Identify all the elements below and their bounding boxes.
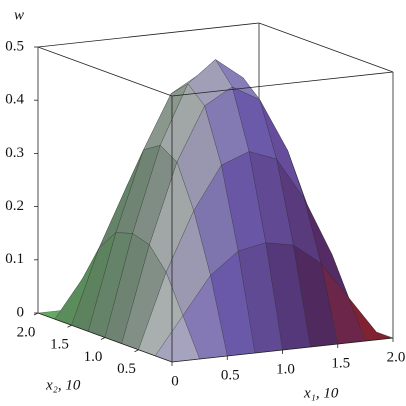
z-tick-label: 0.4 xyxy=(5,92,24,108)
box-edge xyxy=(37,46,173,97)
x-tick-label: 0 xyxy=(171,373,179,389)
y-tick-label: 2.0 xyxy=(17,324,36,340)
box-edge xyxy=(37,22,260,48)
z-tick-label: 0.5 xyxy=(5,38,24,54)
y-tick xyxy=(100,337,106,340)
z-tick-label: 0.1 xyxy=(5,251,24,267)
x-tick-label: 2.0 xyxy=(387,349,406,365)
y-tick-label: 0.5 xyxy=(117,361,136,377)
y-tick-label: 1.0 xyxy=(84,349,103,365)
x-axis-title: x₁, 10 xyxy=(303,385,339,401)
box-edge xyxy=(171,71,394,97)
x-tick-label: 0.5 xyxy=(221,367,240,383)
z-tick-label: 0.3 xyxy=(5,145,24,161)
y-axis-title: x₂, 10 xyxy=(45,377,81,393)
z-axis-title: w xyxy=(14,7,24,23)
z-tick-label: 0.2 xyxy=(5,198,24,214)
x-tick-label: 1.0 xyxy=(276,361,295,377)
x-tick-label: 1.5 xyxy=(331,355,350,371)
y-tick xyxy=(67,324,72,328)
box-edge xyxy=(258,22,394,73)
z-tick-label: 0 xyxy=(17,304,25,320)
y-tick xyxy=(134,349,139,353)
y-tick-label: 1.5 xyxy=(50,337,69,353)
y-tick xyxy=(33,312,39,316)
